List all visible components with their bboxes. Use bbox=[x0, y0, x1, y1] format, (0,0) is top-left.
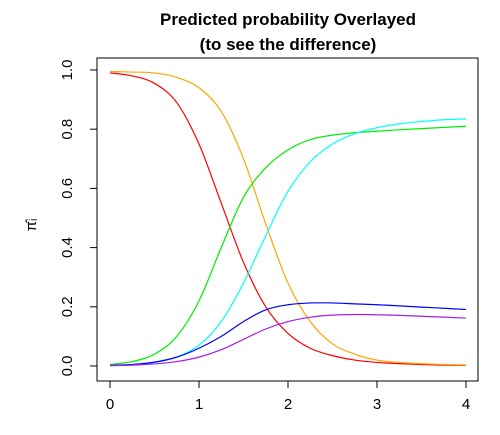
y-tick-label: 1.0 bbox=[59, 60, 76, 81]
x-tick-label: 2 bbox=[284, 396, 292, 413]
series-line-3 bbox=[109, 125, 467, 366]
y-axis: 0.0 0.2 0.4 0.6 0.8 1.0 bbox=[59, 60, 98, 377]
chart-title-line-2: (to see the difference) bbox=[200, 35, 377, 54]
y-tick-label: 0.2 bbox=[59, 296, 76, 317]
y-tick-label: 0.6 bbox=[59, 178, 76, 199]
x-tick-label: 0 bbox=[106, 396, 114, 413]
y-tick-label: 0.0 bbox=[59, 356, 76, 377]
y-axis-label: π̂ᵢ bbox=[23, 218, 40, 231]
series-line-4 bbox=[109, 118, 467, 367]
x-tick-label: 3 bbox=[373, 396, 381, 413]
chart-title-line-1: Predicted probability Overlayed bbox=[160, 10, 416, 29]
series-line-6 bbox=[109, 313, 467, 367]
x-tick-label: 4 bbox=[462, 396, 470, 413]
y-tick-label: 0.8 bbox=[59, 119, 76, 140]
series-line-1 bbox=[109, 72, 467, 367]
y-tick-label: 0.4 bbox=[59, 237, 76, 258]
series-line-2 bbox=[109, 70, 467, 366]
x-tick-label: 1 bbox=[195, 396, 203, 413]
series-line-5 bbox=[109, 302, 467, 367]
x-axis: 0 1 2 3 4 bbox=[106, 380, 470, 413]
series-layer bbox=[109, 70, 467, 367]
